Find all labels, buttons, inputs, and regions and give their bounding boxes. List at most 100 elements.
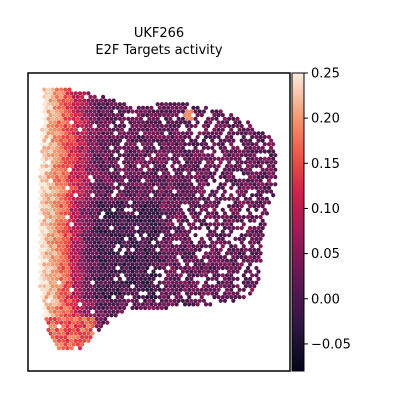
spot bbox=[130, 131, 135, 136]
spot bbox=[128, 134, 133, 140]
spot bbox=[222, 233, 227, 238]
spot bbox=[46, 276, 51, 281]
spot bbox=[109, 233, 114, 238]
spot bbox=[46, 291, 51, 296]
spot bbox=[80, 291, 85, 296]
spot bbox=[67, 87, 72, 92]
spot bbox=[48, 244, 53, 249]
spot bbox=[105, 211, 110, 216]
spot bbox=[77, 149, 83, 154]
spot bbox=[94, 185, 99, 190]
spot bbox=[248, 247, 253, 252]
spot bbox=[210, 240, 215, 245]
spot bbox=[147, 131, 152, 136]
spot bbox=[151, 233, 156, 238]
spot bbox=[113, 102, 118, 107]
spot bbox=[241, 258, 246, 263]
spot bbox=[86, 156, 91, 161]
spot bbox=[59, 189, 64, 194]
spot bbox=[101, 109, 106, 114]
spot bbox=[77, 98, 83, 103]
spot bbox=[250, 229, 255, 234]
spot bbox=[126, 276, 131, 281]
spot bbox=[90, 171, 95, 176]
spot bbox=[136, 105, 141, 110]
spot bbox=[195, 142, 200, 147]
spot bbox=[199, 207, 204, 212]
spot bbox=[40, 295, 45, 300]
spot bbox=[254, 134, 259, 140]
spot bbox=[71, 284, 76, 289]
spot bbox=[44, 149, 49, 154]
spot bbox=[132, 295, 137, 300]
spot bbox=[250, 149, 255, 154]
spot bbox=[61, 200, 66, 205]
spot bbox=[94, 127, 99, 132]
spot bbox=[54, 218, 60, 223]
spot bbox=[134, 247, 139, 252]
spot bbox=[222, 284, 227, 289]
spot bbox=[258, 229, 263, 234]
spot bbox=[231, 284, 236, 289]
spot bbox=[241, 273, 246, 278]
colorbar bbox=[291, 72, 305, 372]
spot bbox=[164, 211, 169, 216]
spot bbox=[77, 338, 83, 343]
spot-layer bbox=[38, 87, 278, 351]
spot bbox=[86, 236, 91, 241]
spot bbox=[256, 196, 261, 201]
spot bbox=[233, 244, 238, 249]
spot bbox=[245, 164, 251, 169]
spot bbox=[178, 214, 183, 220]
spot bbox=[138, 153, 143, 158]
spot bbox=[155, 116, 160, 121]
spot bbox=[63, 102, 68, 107]
spot bbox=[105, 218, 110, 223]
spot bbox=[239, 255, 244, 260]
spot bbox=[241, 244, 246, 249]
spot bbox=[94, 287, 99, 292]
spot bbox=[69, 331, 74, 336]
spot bbox=[94, 280, 99, 285]
spot bbox=[71, 305, 76, 311]
spot bbox=[143, 276, 148, 281]
spot bbox=[86, 324, 91, 329]
spot bbox=[77, 200, 83, 205]
spot bbox=[107, 178, 112, 183]
spot bbox=[109, 102, 114, 107]
spot bbox=[201, 204, 206, 209]
spot bbox=[130, 189, 135, 194]
spot bbox=[88, 218, 93, 223]
spot bbox=[222, 262, 227, 267]
spot bbox=[252, 284, 257, 289]
spot bbox=[224, 273, 230, 278]
spot bbox=[44, 214, 49, 220]
spot bbox=[69, 338, 74, 343]
spot bbox=[182, 214, 188, 220]
spot bbox=[199, 265, 204, 271]
spot bbox=[92, 145, 97, 150]
spot bbox=[122, 123, 127, 129]
spot bbox=[94, 265, 99, 271]
spot bbox=[84, 167, 89, 172]
spot bbox=[264, 182, 269, 187]
spot bbox=[170, 302, 175, 307]
spot bbox=[159, 138, 164, 143]
spot bbox=[248, 131, 253, 136]
spot bbox=[82, 185, 87, 190]
spot bbox=[185, 255, 190, 260]
spot bbox=[132, 302, 137, 307]
spot bbox=[132, 120, 137, 125]
spot bbox=[75, 94, 80, 99]
spot bbox=[262, 134, 267, 140]
spot bbox=[147, 225, 152, 231]
spot bbox=[126, 116, 131, 121]
spot bbox=[111, 236, 116, 241]
spot bbox=[98, 185, 104, 190]
spot bbox=[149, 251, 154, 256]
spot bbox=[180, 269, 185, 274]
spot bbox=[254, 229, 259, 234]
spot bbox=[48, 331, 53, 336]
spot bbox=[159, 240, 164, 245]
spot bbox=[176, 160, 181, 165]
